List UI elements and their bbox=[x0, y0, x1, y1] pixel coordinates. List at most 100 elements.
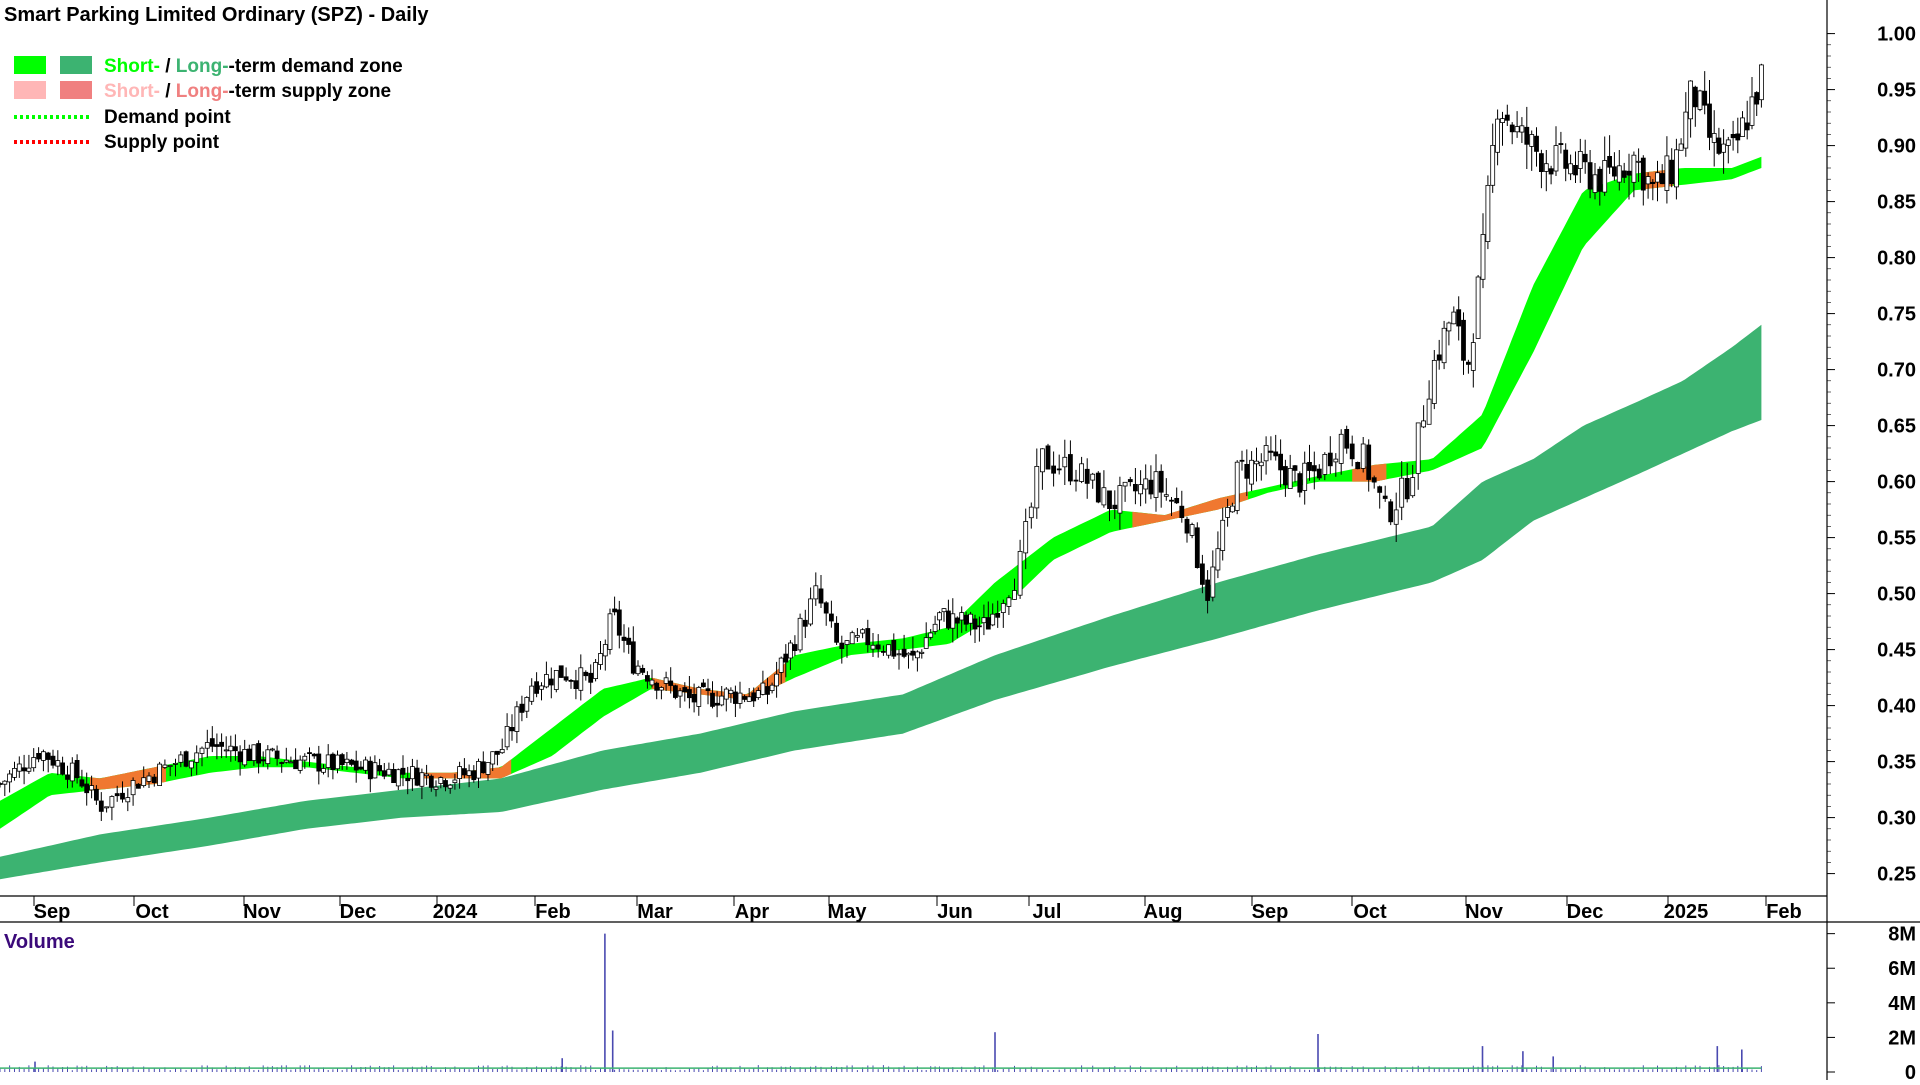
candle-body bbox=[1587, 162, 1593, 190]
date-tick-label: Feb bbox=[1766, 901, 1802, 923]
candle-body bbox=[1740, 117, 1745, 138]
price-tick-label: 0.65 bbox=[1877, 416, 1916, 438]
candle-body bbox=[1200, 563, 1205, 585]
candle-body bbox=[950, 613, 956, 629]
candle-body bbox=[593, 662, 598, 680]
candle-body bbox=[1179, 505, 1185, 519]
candle-body bbox=[844, 640, 850, 645]
candle-body bbox=[1311, 465, 1317, 472]
candle-body bbox=[910, 650, 916, 656]
candle-body bbox=[65, 774, 70, 780]
candle-body bbox=[1349, 443, 1355, 460]
candle-body bbox=[1302, 462, 1308, 491]
candle-body bbox=[1431, 359, 1437, 404]
candle-body bbox=[509, 727, 515, 732]
candle-body bbox=[573, 680, 579, 690]
candle-body bbox=[1084, 468, 1090, 484]
price-tick-label: 0.85 bbox=[1877, 192, 1916, 214]
candle-body bbox=[746, 696, 752, 702]
candle-body bbox=[494, 750, 500, 755]
candle-body bbox=[1133, 483, 1138, 492]
candle-body bbox=[223, 749, 229, 752]
candle-body bbox=[409, 766, 415, 780]
candle-body bbox=[256, 743, 262, 764]
candle-body bbox=[1371, 477, 1377, 483]
candle-body bbox=[242, 749, 248, 766]
candle-body bbox=[293, 759, 299, 770]
candle-body bbox=[349, 759, 355, 765]
price-tick-label: 0.90 bbox=[1877, 136, 1916, 158]
date-axis: Sep Oct Nov Dec 2024 Feb Mar Apr May Jun Jul Aug Sep… bbox=[33, 896, 1802, 923]
candle-body bbox=[1621, 170, 1627, 178]
candle-body bbox=[367, 760, 373, 780]
supply-zone-segment bbox=[90, 765, 166, 791]
candle-body bbox=[60, 762, 65, 775]
candle-body bbox=[588, 672, 594, 683]
candle-body bbox=[146, 775, 152, 782]
candle-body bbox=[251, 744, 257, 761]
candle-body bbox=[16, 763, 22, 772]
candle-body bbox=[1410, 477, 1416, 497]
candle-body bbox=[723, 688, 729, 700]
price-tick-label: 0.70 bbox=[1877, 360, 1916, 382]
candle-body bbox=[162, 764, 168, 768]
candle-body bbox=[246, 748, 252, 761]
candle-body bbox=[1112, 504, 1118, 510]
candle-body bbox=[26, 767, 32, 772]
candle-body bbox=[701, 682, 706, 688]
candle-body bbox=[1436, 354, 1442, 361]
candle-body bbox=[891, 640, 897, 657]
candle-body bbox=[797, 617, 803, 651]
date-tick-label: Feb bbox=[535, 901, 571, 923]
candle-body bbox=[668, 680, 674, 686]
candle-body bbox=[1707, 103, 1712, 138]
candle-body bbox=[710, 692, 715, 707]
candle-body bbox=[1509, 124, 1515, 133]
candle-body bbox=[733, 691, 738, 704]
date-tick-label: Sep bbox=[34, 901, 71, 923]
candle-body bbox=[963, 614, 969, 625]
candle-body bbox=[788, 642, 793, 659]
candle-body bbox=[990, 613, 996, 626]
candle-body bbox=[719, 695, 725, 706]
candle-body bbox=[447, 784, 453, 789]
legend-demand-point-label: Demand point bbox=[104, 107, 231, 128]
date-tick-label: Nov bbox=[243, 901, 282, 923]
candle-body bbox=[104, 806, 109, 809]
candle-body bbox=[1316, 468, 1322, 479]
candle-body bbox=[452, 779, 458, 783]
candle-body bbox=[1283, 466, 1288, 486]
candle-body bbox=[438, 777, 444, 784]
candle-body bbox=[21, 767, 27, 772]
volume-label: Volume bbox=[4, 931, 75, 953]
candle-body bbox=[1338, 433, 1344, 464]
candle-body bbox=[514, 706, 520, 732]
candle-body bbox=[173, 763, 178, 765]
candle-body bbox=[705, 688, 711, 692]
candle-body bbox=[813, 585, 819, 600]
candle-body bbox=[316, 753, 322, 772]
candle-body bbox=[199, 747, 205, 754]
candle-body bbox=[1529, 134, 1535, 147]
candle-body bbox=[237, 751, 243, 763]
candle-body bbox=[1138, 484, 1143, 495]
price-tick-label: 0.35 bbox=[1877, 752, 1916, 774]
candle-body bbox=[886, 644, 891, 656]
date-tick-label: Nov bbox=[1465, 901, 1504, 923]
candle-body bbox=[1023, 521, 1029, 554]
candle-body bbox=[1215, 548, 1221, 571]
candle-body bbox=[823, 602, 829, 614]
candle-body bbox=[663, 677, 669, 684]
candle-body bbox=[1730, 133, 1736, 139]
candle-body bbox=[737, 692, 743, 704]
candle-body bbox=[1006, 597, 1012, 607]
candle-body bbox=[534, 681, 539, 694]
candle-body bbox=[906, 652, 911, 656]
candle-body bbox=[765, 686, 770, 695]
candle-body bbox=[358, 766, 364, 770]
candle-body bbox=[1355, 461, 1361, 470]
candle-body bbox=[386, 768, 392, 776]
candle-body bbox=[519, 703, 525, 713]
candle-body bbox=[419, 772, 425, 787]
